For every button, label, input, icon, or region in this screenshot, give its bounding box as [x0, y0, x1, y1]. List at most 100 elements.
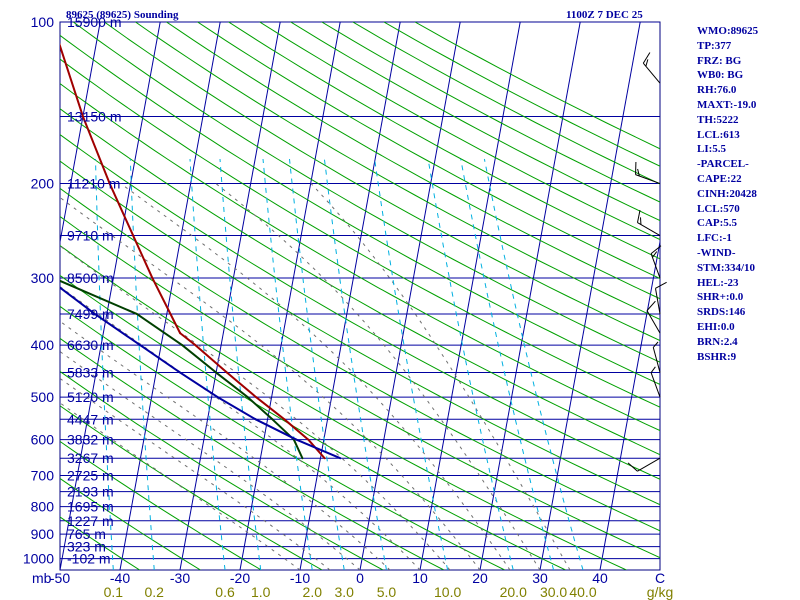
wind-barb-flag [636, 210, 641, 223]
dry-adiabat-line [60, 370, 384, 570]
temperature-segment [225, 371, 258, 399]
mixing-ratio-line [189, 158, 226, 570]
wind-barb-staff [646, 310, 661, 334]
temperature-segment [255, 396, 286, 421]
height-label: 15900 m [67, 14, 121, 30]
height-label: -102 m [67, 551, 111, 567]
dry-adiabat-line [60, 215, 660, 559]
wind-barb-staff [650, 372, 661, 398]
moist-adiabat-line [60, 196, 481, 570]
moist-adiabat-line [60, 245, 451, 570]
dry-adiabat-line [197, 22, 660, 280]
dry-adiabat-line [383, 22, 660, 167]
mixing-ratio-label: 0.2 [145, 584, 165, 600]
index-line: BSHR:9 [697, 350, 737, 363]
dry-adiabat-line [352, 22, 660, 185]
dry-adiabat-line [60, 337, 445, 570]
index-line: LCL:570 [697, 202, 740, 215]
isotherm-line [179, 22, 281, 570]
isotherm-line [539, 22, 641, 570]
wind-barb-flag [650, 366, 656, 373]
temperature-tick-label: -30 [170, 570, 190, 586]
dewpoint-segment [181, 344, 218, 374]
mixing-ratio-line [460, 158, 555, 570]
moist-adiabat-line [310, 183, 571, 570]
temperature-segment [60, 42, 84, 118]
dry-adiabat-line [166, 22, 660, 300]
isotherm-line [0, 22, 40, 570]
height-label: 4447 m [67, 411, 114, 427]
mixing-ratio-label: 40.0 [569, 584, 596, 600]
index-line: EHI:0.0 [697, 320, 735, 333]
index-line: TH:5222 [697, 113, 739, 126]
temperature-tick-label: -20 [230, 570, 250, 586]
temperature-tick-label: -50 [50, 570, 70, 586]
temperature-tick-label: 40 [592, 570, 608, 586]
wind-barb-flag [650, 245, 662, 254]
mixing-ratio-line [219, 158, 262, 570]
dry-adiabat-line [60, 108, 660, 456]
temperature-segment [151, 277, 182, 335]
temperature-segment [179, 332, 197, 347]
wind-barb-staff [652, 347, 661, 373]
height-label: 765 m [67, 526, 106, 542]
dry-adiabat-line [60, 58, 660, 408]
dry-adiabat-line [60, 477, 201, 570]
isotherm-line [359, 22, 461, 570]
mixing-ratio-label: 1.0 [251, 584, 271, 600]
parcel-segment [179, 371, 219, 399]
mixing-ratio-label: 10.0 [434, 584, 461, 600]
temperature-segment [132, 234, 154, 280]
wind-barb [650, 366, 661, 398]
height-label: 7499 m [67, 306, 114, 322]
mixing-ratio-line [289, 158, 345, 570]
mixing-ratio-label: 0.1 [104, 584, 124, 600]
moist-adiabat-line [60, 402, 301, 570]
dry-adiabat-line [60, 405, 323, 570]
height-label: 5120 m [67, 389, 114, 405]
dry-adiabat-line [259, 22, 660, 241]
temperature-tick-label: 20 [472, 570, 488, 586]
wind-barb [635, 161, 661, 185]
dry-adiabat-line [104, 22, 660, 342]
height-label: 3267 m [67, 450, 114, 466]
isotherm-line [239, 22, 341, 570]
dry-adiabat-line [60, 440, 262, 570]
pressure-tick-label: 900 [31, 526, 55, 542]
index-line: LI:5.5 [697, 143, 727, 156]
wind-barb [642, 52, 661, 84]
wind-barb-staff [650, 253, 661, 279]
temperature-tick-label: 0 [356, 570, 364, 586]
dewpoint-segment [215, 371, 249, 399]
dry-adiabat-line [60, 244, 627, 570]
moist-adiabat-line [60, 350, 361, 570]
wind-barb-staff [637, 457, 661, 472]
index-line: WMO:89625 [697, 25, 759, 37]
wind-barb-flag [646, 300, 656, 311]
moist-adiabat-line [60, 286, 421, 570]
index-line: HEL:-23 [697, 276, 739, 289]
wind-barb [652, 341, 661, 373]
index-line: CINH:20428 [697, 187, 757, 200]
wind-barb-flag [627, 462, 638, 472]
isotherm-line [60, 22, 101, 245]
moist-adiabat-line [60, 320, 391, 570]
dry-adiabat-line [290, 22, 660, 222]
height-label: 8500 m [67, 270, 114, 286]
parcel-segment [295, 438, 342, 460]
dry-adiabat-line [60, 187, 660, 532]
pressure-tick-label: 300 [31, 270, 55, 286]
index-line: SRDS:146 [697, 306, 746, 319]
wind-barb [627, 457, 661, 472]
temperature-segment [194, 344, 228, 374]
mixing-ratio-label: 5.0 [377, 584, 397, 600]
dry-adiabat-line [60, 34, 660, 385]
wind-barb [654, 281, 667, 315]
dry-adiabat-line [60, 274, 566, 570]
index-line: CAPE:22 [697, 172, 742, 185]
index-line: TP:377 [697, 39, 732, 52]
mixing-ratio-label: 2.0 [303, 584, 323, 600]
temperature-segment [108, 182, 135, 237]
height-label: 13150 m [67, 108, 121, 124]
